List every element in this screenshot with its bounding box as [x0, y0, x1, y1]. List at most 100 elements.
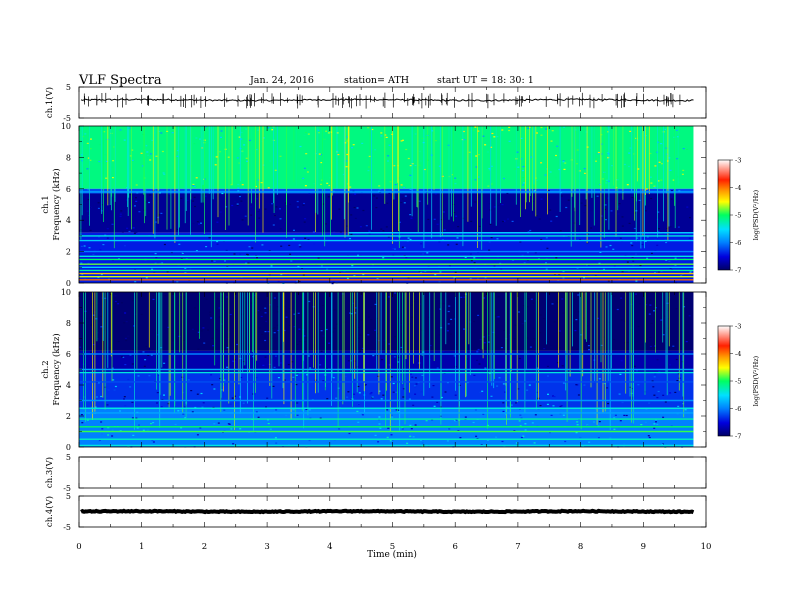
- colorbar-tick-label: -3: [735, 323, 741, 331]
- spectral-pixel: [488, 203, 491, 205]
- spectral-pixel: [280, 273, 283, 276]
- spectral-pixel: [324, 223, 327, 225]
- spectral-pixel: [681, 173, 684, 175]
- spectral-pixel: [406, 442, 409, 444]
- spectral-pixel: [661, 443, 664, 446]
- spectral-pixel: [454, 318, 456, 320]
- spectral-pixel: [331, 283, 334, 285]
- spectral-pixel: [586, 146, 589, 148]
- spectral-pixel: [131, 159, 134, 161]
- spectral-pixel: [584, 172, 587, 174]
- spectral-pixel: [623, 414, 626, 416]
- spectral-pixel: [151, 139, 154, 141]
- spectral-pixel: [205, 246, 208, 248]
- spectral-pixel: [98, 440, 101, 442]
- spectral-pixel: [225, 296, 228, 298]
- spectral-pixel: [645, 408, 648, 410]
- spectral-pixel: [215, 156, 218, 158]
- spectral-pixel: [322, 380, 325, 382]
- spectral-pixel: [584, 231, 587, 233]
- spectral-pixel: [586, 425, 589, 427]
- spectral-pixel: [271, 328, 274, 330]
- spectral-pixel: [247, 262, 250, 264]
- spectral-pixel: [320, 162, 323, 164]
- spectral-pixel: [484, 334, 487, 336]
- spectral-pixel: [354, 307, 357, 309]
- spectral-pixel: [600, 215, 603, 217]
- spectral-pixel: [264, 356, 267, 358]
- spectral-pixel: [546, 247, 549, 249]
- spectral-pixel: [477, 314, 480, 316]
- spectral-pixel: [354, 312, 357, 314]
- spectral-pixel: [662, 143, 664, 145]
- spectral-pixel: [106, 237, 109, 239]
- spectral-pixel: [191, 328, 194, 330]
- spectral-pixel: [94, 406, 97, 408]
- spectral-pixel: [241, 184, 244, 186]
- spectral-pixel: [218, 141, 220, 143]
- spectral-band: [79, 408, 694, 447]
- x-tick-label: 7: [515, 542, 520, 552]
- spectral-pixel: [137, 375, 140, 377]
- spectral-pixel: [660, 143, 662, 145]
- spectral-pixel: [442, 211, 445, 213]
- spectral-pixel: [342, 173, 345, 176]
- spectral-pixel: [630, 242, 633, 244]
- spectral-pixel: [123, 396, 126, 398]
- spectral-pixel: [386, 409, 389, 411]
- spectral-pixel: [210, 374, 213, 376]
- spectral-pixel: [220, 300, 223, 302]
- spectral-pixel: [399, 324, 402, 326]
- spectral-pixel: [267, 187, 270, 189]
- spectral-pixel: [333, 439, 336, 441]
- spectral-pixel: [359, 226, 362, 228]
- spectral-pixel: [442, 303, 445, 305]
- spectral-pixel: [141, 165, 144, 167]
- spectral-pixel: [174, 423, 177, 426]
- spectral-pixel: [388, 343, 391, 345]
- spectral-pixel: [237, 183, 240, 186]
- spectral-pixel: [241, 219, 244, 221]
- spectral-pixel: [387, 236, 390, 238]
- spectral-pixel: [633, 227, 636, 230]
- spectral-pixel: [463, 296, 466, 298]
- spectral-pixel: [264, 339, 267, 342]
- spectral-pixel: [407, 277, 410, 279]
- spectral-pixel: [336, 323, 338, 325]
- spectral-pixel: [545, 128, 547, 130]
- spectral-pixel: [433, 218, 436, 220]
- spectral-pixel: [506, 192, 509, 195]
- spectral-pixel: [273, 332, 276, 334]
- spectral-pixel: [552, 405, 555, 407]
- spectral-pixel: [223, 430, 226, 432]
- spectral-pixel: [551, 130, 554, 132]
- spectral-pixel: [261, 140, 264, 143]
- spectral-pixel: [469, 231, 472, 233]
- spectral-pixel: [497, 296, 500, 298]
- spectral-pixel: [649, 345, 652, 347]
- spectral-pixel: [418, 164, 421, 166]
- spectral-pixel: [145, 145, 148, 147]
- spectral-pixel: [410, 373, 412, 375]
- spectral-pixel: [366, 227, 369, 229]
- spectral-pixel: [655, 419, 657, 421]
- spectral-pixel: [488, 167, 491, 170]
- spectral-pixel: [309, 367, 312, 369]
- spectral-pixel: [336, 132, 339, 134]
- spectral-pixel: [644, 421, 647, 423]
- spectral-pixel: [317, 257, 320, 259]
- spectral-pixel: [367, 127, 370, 129]
- x-axis-label: Time (min): [367, 549, 417, 560]
- spectral-pixel: [619, 420, 622, 422]
- spectral-pixel: [648, 302, 651, 304]
- spectral-pixel: [622, 231, 625, 233]
- spectral-pixel: [490, 183, 493, 185]
- spectral-pixel: [547, 375, 549, 377]
- spectral-pixel: [401, 198, 404, 200]
- spectral-pixel: [527, 298, 530, 300]
- spectral-pixel: [614, 414, 617, 416]
- spectral-pixel: [318, 153, 321, 155]
- spectral-pixel: [414, 377, 417, 379]
- spectral-pixel: [637, 325, 640, 328]
- spectral-pixel: [248, 344, 250, 346]
